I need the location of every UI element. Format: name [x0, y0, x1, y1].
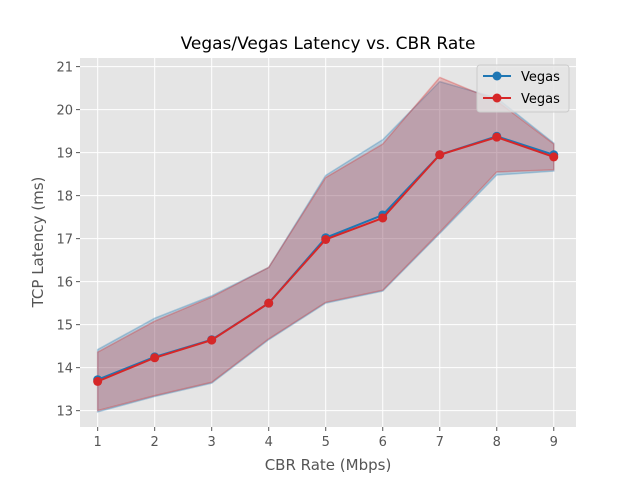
x-axis-ticks: 1 2 3 4 5 6 7 8 9 — [94, 427, 558, 450]
legend: Vegas Vegas — [476, 64, 570, 113]
x-tick-label: 4 — [265, 435, 273, 450]
legend-label-series-2: Vegas — [521, 92, 560, 107]
y-tick-label: 13 — [56, 405, 73, 420]
series-2-point — [549, 152, 559, 162]
x-tick-label: 8 — [493, 435, 501, 450]
y-tick-label: 17 — [56, 233, 73, 248]
series-2-point — [207, 335, 217, 345]
x-tick-label: 6 — [379, 435, 387, 450]
x-tick-label: 7 — [436, 435, 444, 450]
legend-marker-series-1 — [492, 71, 502, 81]
x-tick-label: 1 — [94, 435, 102, 450]
y-axis-ticks: 13 14 15 16 17 18 19 20 21 — [56, 61, 80, 420]
y-tick-label: 19 — [56, 147, 73, 162]
y-tick-label: 16 — [56, 276, 73, 291]
y-tick-label: 15 — [56, 319, 73, 334]
legend-marker-series-2 — [492, 93, 502, 103]
x-axis-label: CBR Rate (Mbps) — [265, 456, 392, 474]
series-2-point — [93, 376, 103, 386]
series-2-point — [321, 234, 331, 244]
y-axis-label: TCP Latency (ms) — [29, 177, 47, 309]
x-tick-label: 9 — [550, 435, 558, 450]
x-tick-label: 3 — [208, 435, 216, 450]
y-tick-label: 21 — [56, 61, 73, 76]
x-tick-label: 2 — [151, 435, 159, 450]
series-2-point — [435, 150, 445, 160]
series-2-band — [96, 76, 555, 412]
y-tick-label: 20 — [56, 104, 73, 119]
series-lines — [93, 131, 559, 386]
series-2-point — [150, 353, 160, 363]
series-2-point — [492, 132, 502, 142]
x-tick-label: 5 — [322, 435, 330, 450]
legend-label-series-1: Vegas — [521, 70, 560, 85]
series-1-band — [96, 80, 555, 413]
series-2-point — [378, 213, 388, 223]
y-tick-label: 18 — [56, 190, 73, 205]
chart-title: Vegas/Vegas Latency vs. CBR Rate — [181, 34, 476, 54]
confidence-bands — [96, 76, 555, 413]
series-2-point — [264, 298, 274, 308]
y-tick-label: 14 — [56, 362, 73, 377]
